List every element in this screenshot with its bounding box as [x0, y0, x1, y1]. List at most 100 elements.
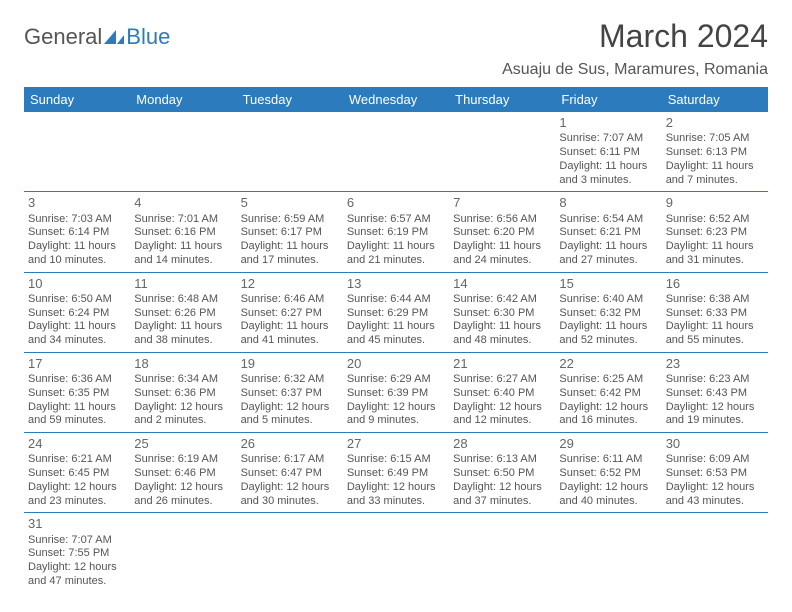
- day-cell: 29Sunrise: 6:11 AMSunset: 6:52 PMDayligh…: [555, 433, 661, 513]
- weekday-header: Friday: [555, 87, 661, 112]
- daylight-line: Daylight: 12 hours and 16 minutes.: [559, 401, 657, 429]
- sunset-line: Sunset: 6:23 PM: [666, 226, 764, 240]
- sunrise-line: Sunrise: 6:44 AM: [347, 293, 445, 307]
- day-number: 20: [347, 356, 445, 372]
- day-cell: 30Sunrise: 6:09 AMSunset: 6:53 PMDayligh…: [662, 433, 768, 513]
- day-number: 11: [134, 276, 232, 292]
- sunset-line: Sunset: 6:17 PM: [241, 226, 339, 240]
- daylight-line: Daylight: 12 hours and 23 minutes.: [28, 481, 126, 509]
- day-cell: 19Sunrise: 6:32 AMSunset: 6:37 PMDayligh…: [237, 352, 343, 432]
- sunrise-line: Sunrise: 6:38 AM: [666, 293, 764, 307]
- sunset-line: Sunset: 7:55 PM: [28, 547, 126, 561]
- empty-cell: [130, 513, 236, 593]
- day-number: 8: [559, 195, 657, 211]
- day-cell: 20Sunrise: 6:29 AMSunset: 6:39 PMDayligh…: [343, 352, 449, 432]
- sunrise-line: Sunrise: 6:52 AM: [666, 213, 764, 227]
- sunset-line: Sunset: 6:32 PM: [559, 307, 657, 321]
- sunrise-line: Sunrise: 6:50 AM: [28, 293, 126, 307]
- daylight-line: Daylight: 11 hours and 59 minutes.: [28, 401, 126, 429]
- sunrise-line: Sunrise: 6:36 AM: [28, 373, 126, 387]
- day-info: Sunrise: 6:56 AMSunset: 6:20 PMDaylight:…: [453, 213, 551, 268]
- calendar-row: 31Sunrise: 7:07 AMSunset: 7:55 PMDayligh…: [24, 513, 768, 593]
- day-number: 27: [347, 436, 445, 452]
- daylight-line: Daylight: 12 hours and 9 minutes.: [347, 401, 445, 429]
- calendar-row: 3Sunrise: 7:03 AMSunset: 6:14 PMDaylight…: [24, 192, 768, 272]
- daylight-line: Daylight: 11 hours and 34 minutes.: [28, 320, 126, 348]
- day-info: Sunrise: 6:38 AMSunset: 6:33 PMDaylight:…: [666, 293, 764, 348]
- day-cell: 23Sunrise: 6:23 AMSunset: 6:43 PMDayligh…: [662, 352, 768, 432]
- page-title: March 2024: [502, 18, 768, 55]
- day-cell: 11Sunrise: 6:48 AMSunset: 6:26 PMDayligh…: [130, 272, 236, 352]
- sunset-line: Sunset: 6:19 PM: [347, 226, 445, 240]
- sunset-line: Sunset: 6:53 PM: [666, 467, 764, 481]
- day-cell: 4Sunrise: 7:01 AMSunset: 6:16 PMDaylight…: [130, 192, 236, 272]
- logo-sail-icon: [104, 30, 124, 44]
- day-number: 17: [28, 356, 126, 372]
- day-info: Sunrise: 6:17 AMSunset: 6:47 PMDaylight:…: [241, 453, 339, 508]
- day-number: 29: [559, 436, 657, 452]
- sunset-line: Sunset: 6:33 PM: [666, 307, 764, 321]
- day-cell: 15Sunrise: 6:40 AMSunset: 6:32 PMDayligh…: [555, 272, 661, 352]
- day-info: Sunrise: 6:32 AMSunset: 6:37 PMDaylight:…: [241, 373, 339, 428]
- day-cell: 5Sunrise: 6:59 AMSunset: 6:17 PMDaylight…: [237, 192, 343, 272]
- day-info: Sunrise: 7:03 AMSunset: 6:14 PMDaylight:…: [28, 213, 126, 268]
- day-cell: 7Sunrise: 6:56 AMSunset: 6:20 PMDaylight…: [449, 192, 555, 272]
- sunset-line: Sunset: 6:40 PM: [453, 387, 551, 401]
- sunrise-line: Sunrise: 6:56 AM: [453, 213, 551, 227]
- day-cell: 3Sunrise: 7:03 AMSunset: 6:14 PMDaylight…: [24, 192, 130, 272]
- day-cell: 21Sunrise: 6:27 AMSunset: 6:40 PMDayligh…: [449, 352, 555, 432]
- sunrise-line: Sunrise: 7:03 AM: [28, 213, 126, 227]
- empty-cell: [343, 112, 449, 192]
- day-cell: 18Sunrise: 6:34 AMSunset: 6:36 PMDayligh…: [130, 352, 236, 432]
- sunrise-line: Sunrise: 6:19 AM: [134, 453, 232, 467]
- day-cell: 6Sunrise: 6:57 AMSunset: 6:19 PMDaylight…: [343, 192, 449, 272]
- day-info: Sunrise: 6:21 AMSunset: 6:45 PMDaylight:…: [28, 453, 126, 508]
- day-number: 25: [134, 436, 232, 452]
- sunrise-line: Sunrise: 6:54 AM: [559, 213, 657, 227]
- day-info: Sunrise: 6:15 AMSunset: 6:49 PMDaylight:…: [347, 453, 445, 508]
- sunset-line: Sunset: 6:24 PM: [28, 307, 126, 321]
- calendar-body: 1Sunrise: 7:07 AMSunset: 6:11 PMDaylight…: [24, 112, 768, 593]
- weekday-header: Saturday: [662, 87, 768, 112]
- day-info: Sunrise: 6:11 AMSunset: 6:52 PMDaylight:…: [559, 453, 657, 508]
- daylight-line: Daylight: 12 hours and 12 minutes.: [453, 401, 551, 429]
- sunrise-line: Sunrise: 6:09 AM: [666, 453, 764, 467]
- day-number: 12: [241, 276, 339, 292]
- sunset-line: Sunset: 6:52 PM: [559, 467, 657, 481]
- empty-cell: [449, 112, 555, 192]
- day-number: 2: [666, 115, 764, 131]
- weekday-header: Sunday: [24, 87, 130, 112]
- day-cell: 26Sunrise: 6:17 AMSunset: 6:47 PMDayligh…: [237, 433, 343, 513]
- day-cell: 22Sunrise: 6:25 AMSunset: 6:42 PMDayligh…: [555, 352, 661, 432]
- daylight-line: Daylight: 11 hours and 14 minutes.: [134, 240, 232, 268]
- logo-text-blue: Blue: [126, 24, 170, 50]
- day-number: 22: [559, 356, 657, 372]
- sunrise-line: Sunrise: 6:21 AM: [28, 453, 126, 467]
- day-info: Sunrise: 6:19 AMSunset: 6:46 PMDaylight:…: [134, 453, 232, 508]
- sunset-line: Sunset: 6:47 PM: [241, 467, 339, 481]
- sunset-line: Sunset: 6:13 PM: [666, 146, 764, 160]
- day-number: 15: [559, 276, 657, 292]
- daylight-line: Daylight: 11 hours and 31 minutes.: [666, 240, 764, 268]
- sunrise-line: Sunrise: 6:13 AM: [453, 453, 551, 467]
- day-cell: 9Sunrise: 6:52 AMSunset: 6:23 PMDaylight…: [662, 192, 768, 272]
- sunset-line: Sunset: 6:14 PM: [28, 226, 126, 240]
- daylight-line: Daylight: 11 hours and 21 minutes.: [347, 240, 445, 268]
- sunset-line: Sunset: 6:11 PM: [559, 146, 657, 160]
- day-info: Sunrise: 6:27 AMSunset: 6:40 PMDaylight:…: [453, 373, 551, 428]
- daylight-line: Daylight: 11 hours and 48 minutes.: [453, 320, 551, 348]
- day-cell: 25Sunrise: 6:19 AMSunset: 6:46 PMDayligh…: [130, 433, 236, 513]
- day-info: Sunrise: 6:52 AMSunset: 6:23 PMDaylight:…: [666, 213, 764, 268]
- daylight-line: Daylight: 11 hours and 7 minutes.: [666, 160, 764, 188]
- sunset-line: Sunset: 6:35 PM: [28, 387, 126, 401]
- day-cell: 24Sunrise: 6:21 AMSunset: 6:45 PMDayligh…: [24, 433, 130, 513]
- day-number: 13: [347, 276, 445, 292]
- sunrise-line: Sunrise: 6:34 AM: [134, 373, 232, 387]
- sunrise-line: Sunrise: 6:48 AM: [134, 293, 232, 307]
- sunrise-line: Sunrise: 6:23 AM: [666, 373, 764, 387]
- daylight-line: Daylight: 12 hours and 40 minutes.: [559, 481, 657, 509]
- daylight-line: Daylight: 11 hours and 38 minutes.: [134, 320, 232, 348]
- weekday-header: Tuesday: [237, 87, 343, 112]
- sunrise-line: Sunrise: 6:32 AM: [241, 373, 339, 387]
- day-info: Sunrise: 6:25 AMSunset: 6:42 PMDaylight:…: [559, 373, 657, 428]
